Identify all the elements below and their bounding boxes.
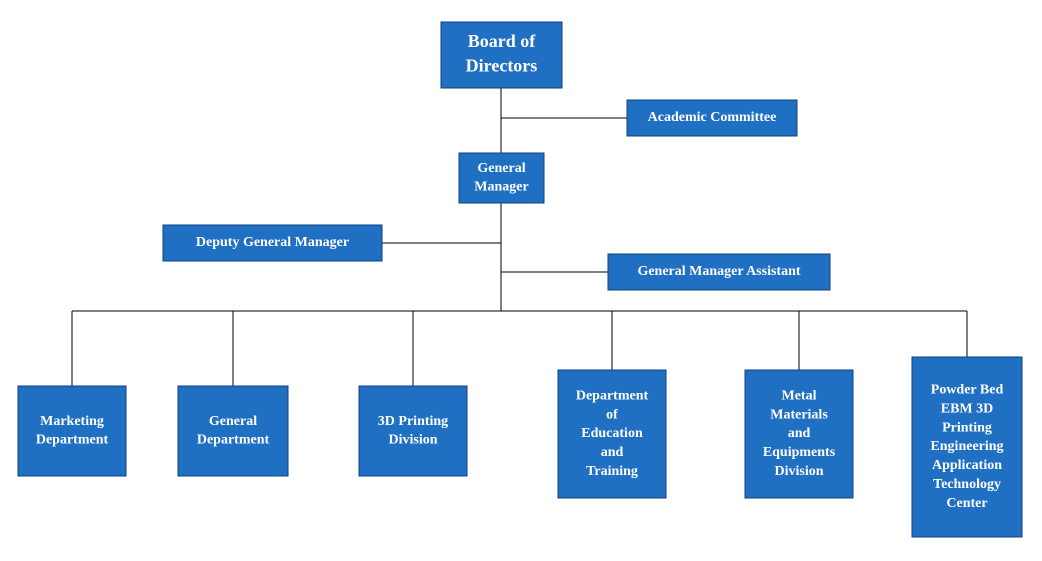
org-node-label: Equipments — [763, 445, 836, 460]
org-node-label: Manager — [474, 180, 528, 195]
org-node-label: Board of — [468, 31, 537, 51]
org-node-label: and — [788, 426, 811, 441]
org-node-gm: General Manager — [459, 153, 544, 203]
org-node-label: General Manager Assistant — [637, 264, 800, 279]
org-node-label: EBM 3D — [941, 401, 994, 416]
org-node-label: Printing — [942, 420, 992, 435]
org-node-label: Center — [946, 496, 987, 511]
org-node-marketing: Marketing Department — [18, 386, 126, 476]
org-node-powder: Powder Bed EBM 3D Printing Engineering Appli… — [912, 357, 1022, 537]
org-node-label: Department — [576, 388, 649, 403]
org-node-edu: Department of Education and Training — [558, 370, 666, 498]
org-node-label: General — [477, 161, 525, 176]
org-node-label: Marketing — [40, 414, 104, 429]
org-node-label: of — [606, 407, 618, 422]
org-node-label: Department — [36, 433, 109, 448]
org-node-metal: Metal Materials and Equipments Division — [745, 370, 853, 498]
org-node-label: General — [209, 414, 257, 429]
org-node-board: Board of Directors — [441, 22, 562, 88]
org-node-label: Education — [581, 426, 643, 441]
org-node-gendept: General Department — [178, 386, 288, 476]
org-node-label: Technology — [933, 477, 1001, 492]
org-node-label: and — [601, 445, 624, 460]
org-node-label: Application — [932, 458, 1002, 473]
org-node-label: Metal — [782, 388, 817, 403]
org-node-label: Academic Committee — [648, 110, 777, 125]
nodes-layer: Board of Directors Academic Committee Gener… — [18, 22, 1022, 537]
org-node-printing: 3D Printing Division — [359, 386, 467, 476]
org-node-label: Materials — [770, 407, 828, 422]
org-node-label: Training — [586, 464, 638, 479]
org-node-box — [178, 386, 288, 476]
org-node-label: Directors — [466, 55, 538, 75]
org-node-assist: General Manager Assistant — [608, 254, 830, 290]
org-node-box — [359, 386, 467, 476]
org-node-label: Department — [197, 433, 270, 448]
org-node-label: Deputy General Manager — [196, 235, 349, 250]
org-node-label: Division — [388, 433, 437, 448]
org-node-label: Powder Bed — [931, 383, 1004, 398]
org-node-academic: Academic Committee — [627, 100, 797, 136]
org-chart: Board of Directors Academic Committee Gener… — [0, 0, 1042, 561]
org-node-deputy: Deputy General Manager — [163, 225, 382, 261]
org-node-label: 3D Printing — [378, 414, 448, 429]
org-node-box — [18, 386, 126, 476]
org-node-label: Engineering — [930, 439, 1003, 454]
org-node-label: Division — [774, 464, 823, 479]
